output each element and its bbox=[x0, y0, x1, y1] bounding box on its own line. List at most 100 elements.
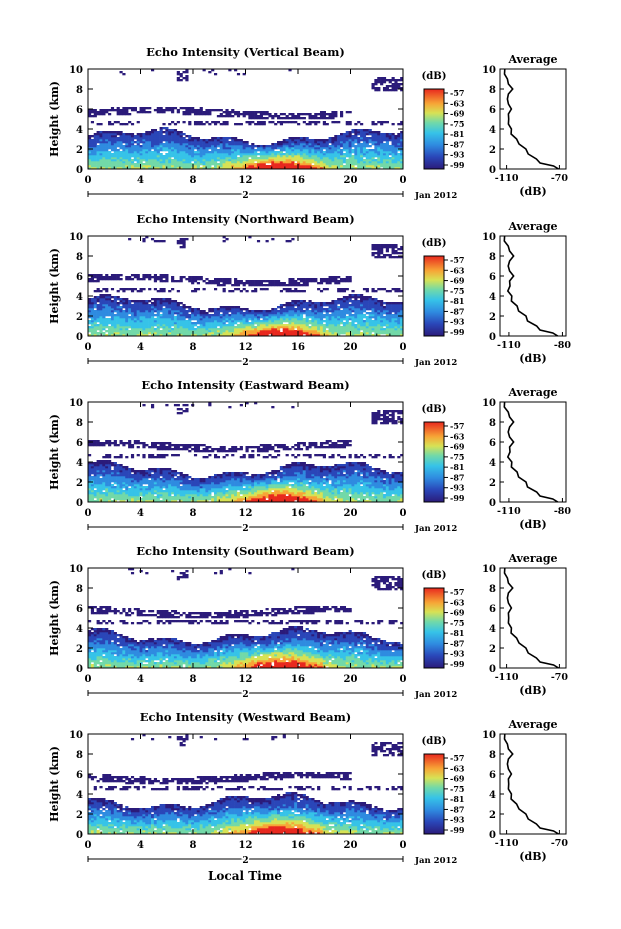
echo-cell bbox=[334, 326, 338, 329]
echo-cell bbox=[90, 312, 95, 315]
echo-cell bbox=[311, 312, 315, 315]
echo-cell bbox=[242, 322, 246, 325]
echo-cell bbox=[159, 111, 163, 114]
echo-cell bbox=[151, 312, 155, 315]
echo-cell bbox=[102, 151, 106, 154]
echo-cell bbox=[299, 141, 304, 144]
echo-cell bbox=[108, 137, 112, 140]
echo-cell bbox=[168, 133, 172, 136]
echo-cell bbox=[188, 161, 192, 164]
echo-cell bbox=[254, 290, 258, 293]
echo-cell bbox=[130, 324, 135, 327]
echo-cell bbox=[105, 310, 109, 313]
echo-cell bbox=[382, 137, 387, 140]
echo-cell bbox=[345, 312, 349, 315]
echo-cell bbox=[116, 464, 120, 467]
echo-cell bbox=[242, 312, 246, 315]
echo-cell bbox=[302, 318, 306, 321]
echo-cell bbox=[319, 143, 324, 146]
echo-cell bbox=[139, 107, 143, 110]
echo-cell bbox=[351, 131, 355, 134]
echo-cell bbox=[128, 306, 132, 309]
echo-cell bbox=[90, 314, 95, 317]
echo-cell bbox=[99, 328, 103, 331]
echo-cell bbox=[110, 141, 115, 144]
echo-cell bbox=[162, 288, 166, 291]
echo-cell bbox=[228, 143, 232, 146]
echo-cell bbox=[288, 159, 292, 162]
echo-cell bbox=[277, 326, 281, 329]
echo-cell bbox=[388, 320, 392, 323]
echo-cell bbox=[377, 135, 381, 138]
echo-cell bbox=[116, 296, 120, 299]
echo-cell bbox=[202, 312, 206, 315]
echo-cell bbox=[99, 139, 103, 142]
echo-cell bbox=[182, 145, 186, 148]
echo-cell bbox=[400, 137, 404, 140]
echo-cell bbox=[119, 163, 123, 166]
echo-cell bbox=[382, 256, 387, 259]
echo-cell bbox=[116, 492, 120, 495]
echo-cell bbox=[340, 139, 344, 142]
echo-cell bbox=[136, 302, 140, 305]
echo-cell bbox=[202, 157, 206, 160]
echo-cell bbox=[105, 466, 109, 469]
echo-cell bbox=[285, 147, 289, 150]
echo-cell bbox=[165, 318, 169, 321]
echo-cell bbox=[277, 159, 281, 162]
echo-cell bbox=[299, 332, 304, 335]
echo-cell bbox=[179, 135, 183, 138]
echo-cell bbox=[382, 318, 387, 321]
echo-cell bbox=[128, 155, 132, 158]
echo-cell bbox=[105, 155, 109, 158]
echo-cell bbox=[340, 312, 344, 315]
echo-cell bbox=[119, 306, 123, 309]
echo-cell bbox=[90, 161, 95, 164]
echo-cell bbox=[93, 109, 97, 112]
echo-cell bbox=[125, 145, 129, 148]
echo-cell bbox=[340, 306, 344, 309]
echo-cell bbox=[196, 153, 200, 156]
echo-cell bbox=[173, 107, 178, 110]
panel-title: Echo Intensity (Vertical Beam) bbox=[146, 45, 345, 59]
echo-cell bbox=[216, 308, 221, 311]
echo-cell bbox=[191, 109, 195, 112]
y-tick-label: 4 bbox=[76, 292, 83, 303]
echo-cell bbox=[277, 310, 281, 313]
echo-cell bbox=[279, 284, 284, 287]
echo-cell bbox=[317, 117, 321, 120]
echo-cell bbox=[308, 278, 312, 281]
echo-cell bbox=[239, 123, 243, 126]
echo-cell bbox=[288, 113, 292, 116]
echo-cell bbox=[394, 308, 398, 311]
echo-cell bbox=[380, 81, 384, 84]
echo-cell bbox=[142, 143, 146, 146]
echo-cell bbox=[176, 145, 180, 148]
echo-cell bbox=[119, 334, 123, 337]
echo-cell bbox=[188, 151, 192, 154]
echo-cell bbox=[268, 145, 272, 148]
echo-cell bbox=[351, 137, 355, 140]
echo-cell bbox=[88, 300, 92, 303]
echo-cell bbox=[168, 320, 172, 323]
echo-cell bbox=[110, 302, 115, 305]
echo-cell bbox=[279, 318, 284, 321]
echo-cell bbox=[145, 159, 149, 162]
echo-cell bbox=[93, 484, 97, 487]
echo-cell bbox=[108, 163, 112, 166]
echo-cell bbox=[314, 334, 318, 337]
echo-cell bbox=[268, 324, 272, 327]
y-tick-label: 10 bbox=[69, 65, 83, 76]
echo-cell bbox=[122, 123, 126, 126]
echo-cell bbox=[90, 468, 95, 471]
echo-cell bbox=[234, 145, 238, 148]
echo-cell bbox=[282, 328, 286, 331]
echo-cell bbox=[371, 326, 375, 329]
echo-cell bbox=[159, 107, 163, 110]
echo-cell bbox=[116, 161, 120, 164]
echo-cell bbox=[302, 121, 306, 124]
echo-cell bbox=[357, 328, 361, 331]
echo-cell bbox=[360, 326, 364, 329]
echo-cell bbox=[397, 318, 401, 321]
echo-cell bbox=[294, 155, 298, 158]
